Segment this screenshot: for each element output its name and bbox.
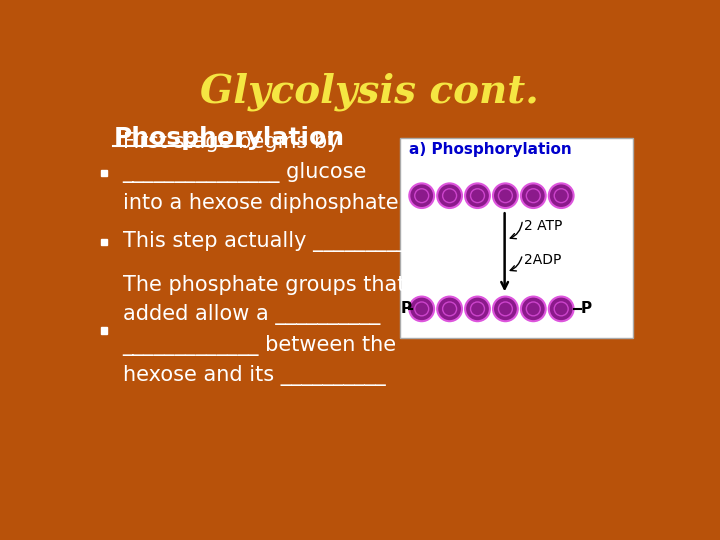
- Text: P: P: [580, 301, 592, 316]
- FancyBboxPatch shape: [400, 138, 632, 338]
- FancyBboxPatch shape: [101, 170, 107, 176]
- FancyBboxPatch shape: [101, 239, 107, 245]
- Circle shape: [465, 296, 490, 321]
- Text: Phosphorylation: Phosphorylation: [113, 126, 344, 150]
- Circle shape: [437, 296, 462, 321]
- Circle shape: [521, 184, 546, 208]
- Circle shape: [493, 184, 518, 208]
- FancyBboxPatch shape: [101, 327, 107, 334]
- Text: P: P: [400, 301, 412, 316]
- Circle shape: [549, 184, 574, 208]
- Text: The phosphate groups that are
added allow a __________
_____________ between the: The phosphate groups that are added allo…: [122, 274, 445, 386]
- Text: This step actually _________: This step actually _________: [122, 232, 408, 252]
- Text: a) Phosphorylation: a) Phosphorylation: [409, 142, 572, 157]
- Circle shape: [409, 296, 434, 321]
- Text: 2ADP: 2ADP: [524, 253, 562, 267]
- Text: 2 ATP: 2 ATP: [524, 219, 562, 233]
- Circle shape: [437, 184, 462, 208]
- Circle shape: [549, 296, 574, 321]
- Text: First stage begins by
_______________ glucose
into a hexose diphosphate: First stage begins by _______________ gl…: [122, 132, 398, 213]
- Circle shape: [493, 296, 518, 321]
- Circle shape: [409, 184, 434, 208]
- Circle shape: [465, 184, 490, 208]
- Text: Glycolysis cont.: Glycolysis cont.: [199, 72, 539, 111]
- Circle shape: [521, 296, 546, 321]
